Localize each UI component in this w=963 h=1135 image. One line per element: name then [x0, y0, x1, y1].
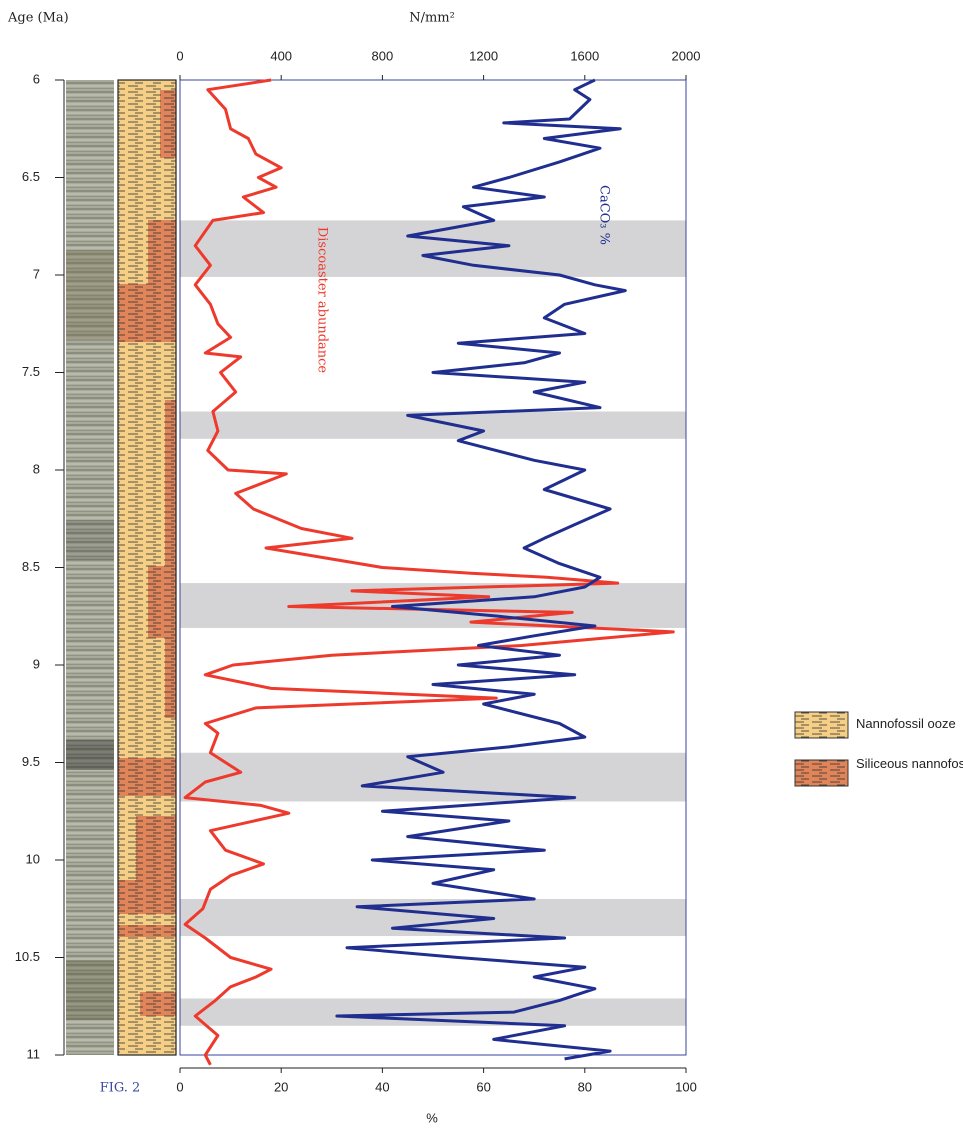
y-tick-label: 9.5	[22, 754, 40, 769]
y-tick-label: 9	[33, 656, 40, 671]
lithology-column	[117, 79, 177, 1056]
bottom-tick-label: 80	[578, 1079, 592, 1094]
legend-pattern	[795, 712, 848, 738]
y-tick-label: 7	[33, 266, 40, 281]
highlight-band	[180, 220, 686, 277]
highlight-band	[180, 583, 686, 628]
highlight-band	[180, 998, 686, 1026]
top-tick-label: 400	[270, 48, 292, 63]
series-line	[183, 78, 675, 1066]
legend-label: Nannofossil ooze	[856, 716, 956, 731]
top-axis-title: N/mm²	[409, 11, 455, 26]
bottom-tick-label: 60	[476, 1079, 490, 1094]
legend-label-text: Nannofossil ooze	[856, 716, 956, 731]
bottom-tick-label: 0	[176, 1079, 183, 1094]
series-label: Discoaster abundance	[315, 227, 330, 374]
y-axis-title: Age (Ma)	[7, 11, 69, 26]
series-line	[335, 78, 627, 1061]
y-tick-label: 6.5	[22, 169, 40, 184]
bottom-tick-label: 100	[675, 1079, 697, 1094]
legend-pattern	[795, 760, 848, 786]
bottom-tick-label: 20	[274, 1079, 288, 1094]
highlight-band	[180, 411, 686, 439]
y-tick-label: 10.5	[15, 949, 40, 964]
y-tick-label: 10	[26, 851, 40, 866]
highlight-band	[180, 752, 686, 802]
top-tick-label: 0	[176, 48, 183, 63]
top-tick-label: 1600	[570, 48, 599, 63]
top-tick-label: 800	[372, 48, 394, 63]
y-tick-label: 8	[33, 461, 40, 476]
y-tick-label: 6	[33, 71, 40, 86]
bottom-tick-label: 40	[375, 1079, 389, 1094]
plot-frame	[179, 79, 687, 1056]
top-tick-label: 2000	[672, 48, 701, 63]
y-tick-label: 7.5	[22, 364, 40, 379]
core-photo	[66, 80, 114, 1055]
figure-label: FIG. 2	[100, 1081, 141, 1096]
y-tick-label: 11	[27, 1046, 41, 1061]
y-tick-label: 8.5	[22, 559, 40, 574]
top-tick-label: 1200	[469, 48, 498, 63]
series-label: CaCO₃ %	[597, 185, 612, 245]
legend-label: Siliceous nannofossil ooze	[856, 756, 963, 771]
bottom-axis-title: %	[426, 1110, 438, 1125]
legend-label-text: Siliceous nannofossil ooze	[856, 756, 963, 771]
